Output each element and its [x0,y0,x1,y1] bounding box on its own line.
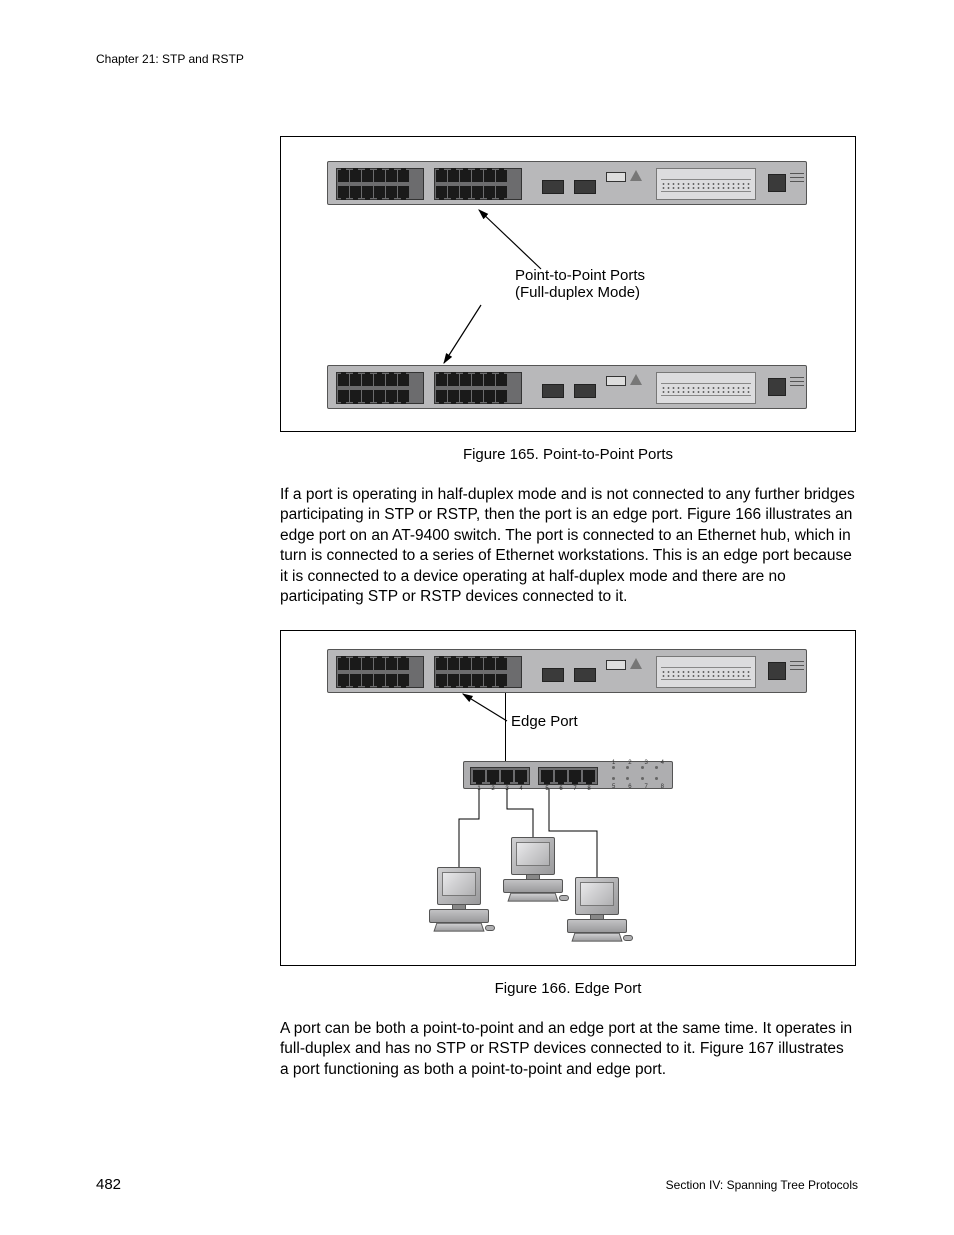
page: Chapter 21: STP and RSTP [0,0,954,1235]
workstation-3 [567,877,627,947]
figure-165-label-line2: (Full-duplex Mode) [515,284,695,301]
workstation-1 [429,867,489,937]
figure-165-label-line1: Point-to-Point Ports [515,267,695,284]
chapter-header: Chapter 21: STP and RSTP [96,52,858,66]
page-number: 482 [96,1176,121,1193]
figure-165-caption: Figure 165. Point-to-Point Ports [280,446,856,463]
switch-bottom [327,365,807,409]
paragraph-1: If a port is operating in half-duplex mo… [280,485,856,608]
page-footer: 482 Section IV: Spanning Tree Protocols [96,1176,858,1193]
figure-166-box: Edge Port 1 2 3 4 5 6 7 8 [280,630,856,966]
content-column: Point-to-Point Ports (Full-duplex Mode) [280,136,856,1080]
paragraph-2: A port can be both a point-to-point and … [280,1019,856,1080]
figure-165-label: Point-to-Point Ports (Full-duplex Mode) [515,267,695,301]
workstation-2 [503,837,563,907]
section-label: Section IV: Spanning Tree Protocols [666,1178,858,1192]
figure-166-caption: Figure 166. Edge Port [280,980,856,997]
figure-165-box: Point-to-Point Ports (Full-duplex Mode) [280,136,856,432]
